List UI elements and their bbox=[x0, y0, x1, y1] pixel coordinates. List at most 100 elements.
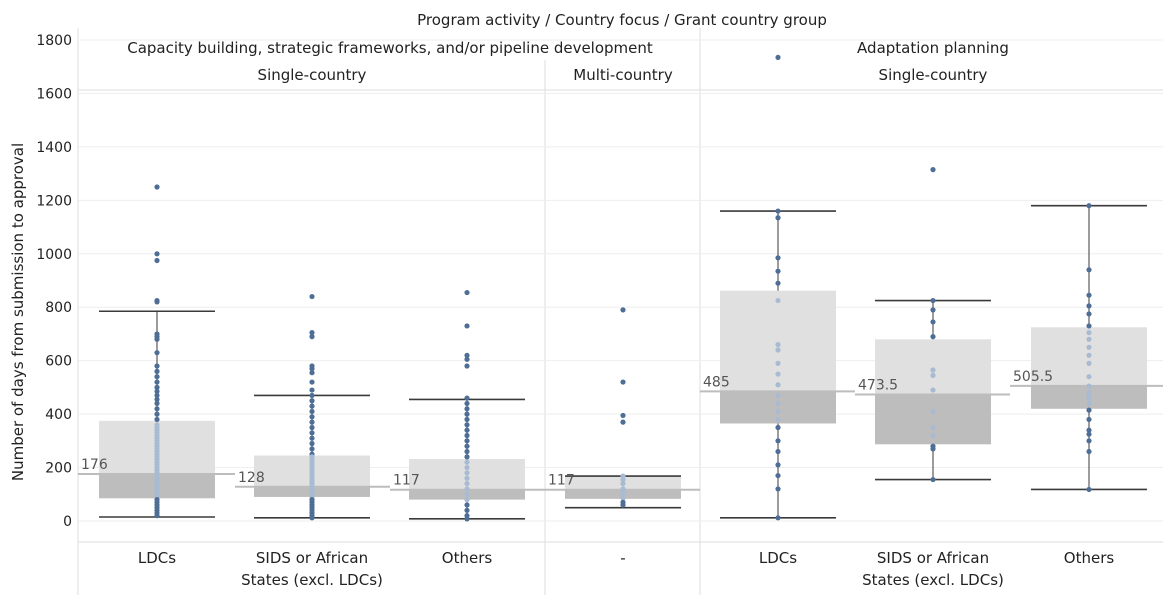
category-label-2-0: Others bbox=[442, 549, 493, 567]
data-point-0-15 bbox=[154, 392, 160, 399]
data-point-3-1 bbox=[620, 379, 626, 385]
data-point-2-3 bbox=[464, 356, 470, 362]
data-point-0-19 bbox=[154, 411, 160, 417]
data-point-2-15 bbox=[464, 448, 470, 455]
data-point-1-11 bbox=[309, 408, 315, 415]
data-point-1-5 bbox=[309, 370, 315, 376]
data-point-6-18 bbox=[1086, 427, 1092, 433]
data-point-5-9 bbox=[930, 424, 936, 431]
y-tick-label-1200: 1200 bbox=[36, 193, 72, 209]
data-point-6-5 bbox=[1086, 323, 1092, 329]
box-group-0: 176 bbox=[78, 184, 235, 519]
median-label-1: 128 bbox=[238, 470, 265, 486]
data-point-0-7 bbox=[154, 336, 160, 342]
data-point-1-14 bbox=[309, 424, 315, 431]
data-point-1-2 bbox=[309, 334, 315, 340]
data-point-0-0 bbox=[154, 184, 160, 190]
data-point-2-16 bbox=[464, 454, 470, 460]
data-point-6-3 bbox=[1086, 303, 1092, 309]
data-point-4-13 bbox=[775, 400, 781, 407]
data-point-4-18 bbox=[775, 448, 781, 455]
data-point-1-9 bbox=[309, 398, 315, 404]
box-group-3: 117 bbox=[545, 307, 700, 509]
data-point-4-8 bbox=[775, 347, 781, 353]
data-point-3-5 bbox=[620, 476, 626, 483]
grid-layer bbox=[78, 39, 1163, 522]
data-point-1-16 bbox=[309, 435, 315, 441]
data-point-6-11 bbox=[1086, 374, 1092, 380]
data-point-2-24 bbox=[464, 497, 470, 503]
data-point-0-16 bbox=[154, 396, 160, 403]
data-point-0-14 bbox=[154, 388, 160, 395]
data-point-4-9 bbox=[775, 360, 781, 366]
y-tick-label-0: 0 bbox=[63, 514, 72, 530]
median-label-4: 485 bbox=[703, 374, 730, 390]
data-point-2-12 bbox=[464, 432, 470, 439]
data-point-4-2 bbox=[775, 215, 781, 221]
data-point-2-1 bbox=[464, 323, 470, 329]
data-point-2-9 bbox=[464, 416, 470, 423]
median-label-6: 505.5 bbox=[1013, 369, 1053, 385]
data-point-2-13 bbox=[464, 438, 470, 444]
data-point-5-5 bbox=[930, 367, 936, 373]
data-point-1-1 bbox=[309, 330, 315, 336]
data-point-0-10 bbox=[154, 368, 160, 374]
y-tick-label-1600: 1600 bbox=[36, 86, 72, 102]
header-title: Program activity / Country focus / Grant… bbox=[417, 11, 827, 29]
data-point-6-14 bbox=[1086, 395, 1092, 401]
data-point-4-1 bbox=[775, 208, 781, 214]
data-point-2-6 bbox=[464, 400, 470, 407]
data-point-4-17 bbox=[775, 438, 781, 444]
data-point-5-13 bbox=[930, 476, 936, 483]
data-point-2-0 bbox=[464, 289, 470, 296]
data-point-3-6 bbox=[620, 480, 626, 487]
data-point-4-22 bbox=[775, 515, 781, 521]
data-point-4-19 bbox=[775, 462, 781, 468]
data-point-6-6 bbox=[1086, 330, 1092, 336]
y-tick-label-1800: 1800 bbox=[36, 33, 72, 49]
data-point-2-10 bbox=[464, 422, 470, 428]
activity-label-adaptation: Adaptation planning bbox=[857, 39, 1009, 57]
data-point-0-18 bbox=[154, 406, 160, 412]
median-label-5: 473.5 bbox=[858, 377, 898, 393]
data-point-6-21 bbox=[1086, 448, 1092, 455]
y-tick-label-600: 600 bbox=[45, 354, 72, 370]
data-point-2-4 bbox=[464, 363, 470, 369]
data-point-1-7 bbox=[309, 387, 315, 393]
frame bbox=[77, 28, 1163, 595]
data-point-6-22 bbox=[1086, 486, 1092, 493]
data-point-2-5 bbox=[464, 395, 470, 401]
data-point-1-13 bbox=[309, 419, 315, 425]
data-point-1-17 bbox=[309, 440, 315, 447]
category-label-5-0: SIDS or African bbox=[877, 549, 989, 567]
data-point-6-8 bbox=[1086, 344, 1092, 350]
box-group-6: 505.5 bbox=[1010, 203, 1163, 493]
data-point-6-19 bbox=[1086, 431, 1092, 437]
data-point-0-9 bbox=[154, 363, 160, 369]
data-point-6-17 bbox=[1086, 416, 1092, 423]
box-group-1: 128 bbox=[235, 293, 390, 521]
y-tick-label-1400: 1400 bbox=[36, 140, 72, 156]
data-point-3-2 bbox=[620, 412, 626, 419]
y-tick-layer: 0 200 400 600 800 1000 1200 1400 1600 1800 bbox=[36, 33, 72, 530]
data-point-3-0 bbox=[620, 307, 626, 313]
category-label-1-1: States (excl. LDCs) bbox=[241, 571, 383, 589]
data-point-0-55 bbox=[154, 513, 160, 519]
data-point-4-12 bbox=[775, 392, 781, 399]
box-group-4: 485 bbox=[700, 54, 855, 521]
data-point-5-7 bbox=[930, 387, 936, 393]
data-point-5-2 bbox=[930, 307, 936, 313]
data-point-2-2 bbox=[464, 352, 470, 358]
data-point-5-0 bbox=[930, 167, 936, 173]
data-point-4-21 bbox=[775, 486, 781, 492]
data-point-6-4 bbox=[1086, 311, 1092, 317]
focus-label-single-1: Single-country bbox=[258, 66, 367, 84]
data-point-1-8 bbox=[309, 392, 315, 399]
box-layer: 176 128 117 117 485 473.5 505.5 bbox=[78, 54, 1163, 522]
data-point-0-12 bbox=[154, 379, 160, 385]
data-point-3-12 bbox=[620, 502, 626, 508]
category-label-1-0: SIDS or African bbox=[256, 549, 368, 567]
data-point-1-43 bbox=[309, 515, 315, 521]
y-tick-label-800: 800 bbox=[45, 300, 72, 316]
